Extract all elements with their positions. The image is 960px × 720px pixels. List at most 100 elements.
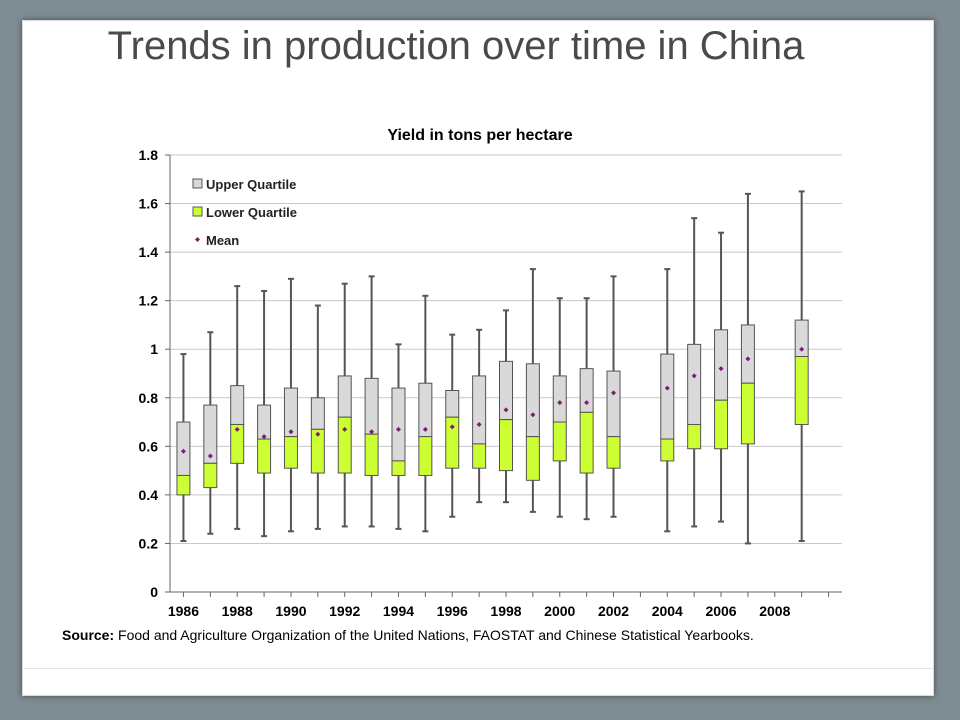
box-2002 bbox=[606, 275, 621, 518]
legend-label: Lower Quartile bbox=[206, 205, 297, 220]
box-1987 bbox=[203, 331, 218, 535]
lower-quartile-box bbox=[283, 436, 298, 469]
x-tick-label: 2006 bbox=[705, 603, 736, 619]
lower-quartile-box bbox=[472, 443, 487, 469]
box-2009 bbox=[794, 190, 809, 543]
box-1999 bbox=[525, 268, 540, 513]
mean-marker bbox=[288, 429, 294, 435]
mean-marker bbox=[234, 426, 240, 432]
mean-marker bbox=[449, 424, 455, 430]
lower-quartile-box bbox=[176, 474, 191, 496]
x-tick-label: 1992 bbox=[329, 603, 360, 619]
legend-swatch bbox=[195, 237, 200, 242]
x-tick-label: 1988 bbox=[222, 603, 253, 619]
mean-marker bbox=[584, 400, 590, 406]
box-1986 bbox=[176, 353, 191, 543]
y-tick-label: 1.8 bbox=[139, 147, 159, 163]
upper-quartile-box bbox=[552, 375, 567, 423]
upper-quartile-box bbox=[606, 370, 621, 438]
mean-marker bbox=[261, 434, 267, 440]
chart-title: Yield in tons per hectare bbox=[387, 127, 572, 144]
box-2001 bbox=[579, 297, 594, 521]
upper-quartile-box bbox=[310, 397, 325, 430]
legend-swatch bbox=[192, 206, 203, 217]
upper-quartile-box bbox=[687, 343, 702, 425]
mean-marker bbox=[342, 426, 348, 432]
box-series bbox=[176, 190, 809, 545]
box-2007 bbox=[740, 192, 755, 545]
source-label: Source: bbox=[62, 627, 115, 643]
lower-quartile-box bbox=[687, 423, 702, 450]
lower-quartile-box bbox=[310, 428, 325, 474]
box-1997 bbox=[472, 328, 487, 504]
lower-quartile-box bbox=[525, 436, 540, 481]
legend: Upper Quartile Lower Quartile Mean bbox=[192, 177, 297, 248]
x-tick-label: 1998 bbox=[490, 603, 521, 619]
mean-marker bbox=[422, 426, 428, 432]
box-1988 bbox=[230, 285, 245, 530]
y-tick-label: 1.6 bbox=[139, 196, 159, 212]
x-tick-label: 1996 bbox=[437, 603, 468, 619]
lower-quartile-box bbox=[794, 356, 809, 425]
box-1998 bbox=[499, 309, 513, 504]
legend-entry: Upper Quartile bbox=[192, 177, 296, 192]
y-tick-label: 1.4 bbox=[139, 244, 159, 260]
lower-quartile-box bbox=[337, 416, 352, 474]
lower-quartile-box bbox=[203, 462, 218, 489]
mean-marker bbox=[718, 366, 724, 372]
mean-marker bbox=[611, 390, 617, 396]
source-note: Source: Food and Agriculture Organizatio… bbox=[62, 627, 922, 643]
lower-quartile-box bbox=[499, 419, 513, 472]
mean-marker bbox=[503, 407, 509, 413]
lower-quartile-box bbox=[391, 460, 406, 476]
y-tick-labels: 0 0.2 0.4 0.6 0.8 1 1.2 1.4 1.6 1.8 bbox=[139, 147, 159, 600]
upper-quartile-box bbox=[472, 375, 487, 445]
lower-quartile-box bbox=[714, 399, 729, 450]
legend-swatch bbox=[192, 178, 203, 189]
lower-quartile-box bbox=[579, 411, 594, 474]
upper-quartile-box bbox=[230, 385, 245, 425]
lower-quartile-box bbox=[606, 436, 621, 469]
upper-quartile-box bbox=[364, 377, 379, 435]
x-tick-label: 2000 bbox=[544, 603, 575, 619]
y-tick-label: 1 bbox=[150, 341, 158, 357]
x-tick-label: 1994 bbox=[383, 603, 414, 619]
box-2006 bbox=[714, 231, 729, 523]
box-1996 bbox=[445, 333, 460, 518]
lower-quartile-box bbox=[257, 438, 272, 474]
mean-marker bbox=[180, 448, 186, 454]
box-1994 bbox=[391, 343, 406, 530]
slide-title: Trends in production over time in China bbox=[107, 24, 805, 68]
upper-quartile-box bbox=[445, 389, 460, 418]
lower-quartile-box bbox=[230, 423, 245, 464]
x-tick-labels: 1986 1988 1990 1992 1994 1996 1998 2000 2002 2004… bbox=[168, 603, 791, 619]
box-2000 bbox=[552, 297, 567, 518]
lower-quartile-box bbox=[660, 438, 675, 462]
mean-marker bbox=[476, 421, 482, 427]
lower-quartile-box bbox=[364, 433, 379, 476]
upper-quartile-box bbox=[257, 404, 272, 440]
legend-label: Upper Quartile bbox=[206, 177, 296, 192]
x-tick-label: 1990 bbox=[275, 603, 306, 619]
axes bbox=[165, 154, 842, 597]
mean-marker bbox=[395, 426, 401, 432]
lower-quartile-box bbox=[552, 421, 567, 462]
upper-quartile-box bbox=[740, 324, 755, 384]
box-2005 bbox=[687, 217, 702, 528]
box-1995 bbox=[418, 294, 433, 533]
slide-border bbox=[22, 20, 934, 696]
box-1989 bbox=[257, 289, 272, 538]
mean-marker bbox=[207, 453, 213, 459]
lower-quartile-box bbox=[445, 416, 460, 469]
y-tick-label: 0.6 bbox=[139, 438, 159, 454]
x-tick-label: 2004 bbox=[652, 603, 683, 619]
mean-marker bbox=[745, 356, 751, 362]
slide bbox=[22, 20, 934, 696]
x-tick-label: 2008 bbox=[759, 603, 790, 619]
upper-quartile-box bbox=[714, 329, 729, 401]
x-tick-label: 1986 bbox=[168, 603, 199, 619]
y-tick-label: 0.2 bbox=[139, 535, 159, 551]
box-1992 bbox=[337, 282, 352, 528]
y-tick-label: 1.2 bbox=[139, 293, 159, 309]
